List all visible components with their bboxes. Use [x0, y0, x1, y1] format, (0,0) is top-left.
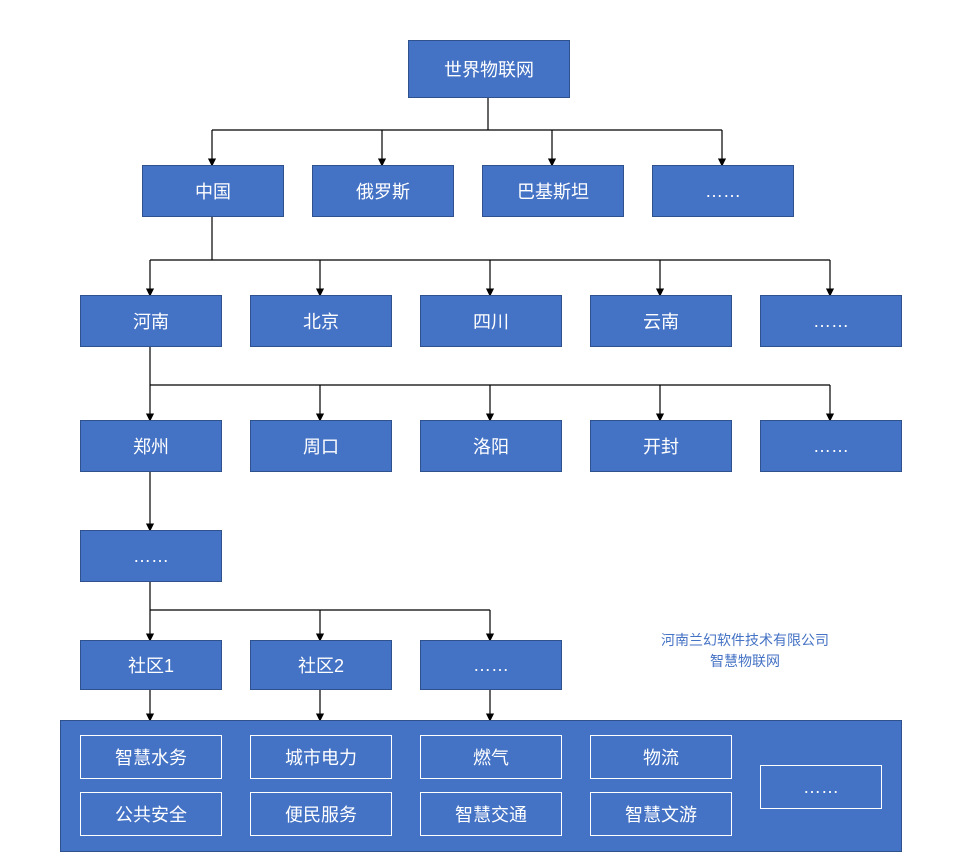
node-luoyang: 洛阳 — [420, 420, 562, 472]
svc-safety: 公共安全 — [80, 792, 222, 836]
svc-power: 城市电力 — [250, 735, 392, 779]
node-l4-more: …… — [80, 530, 222, 582]
node-l3-more: …… — [760, 420, 902, 472]
node-zhoukou: 周口 — [250, 420, 392, 472]
svc-water: 智慧水务 — [80, 735, 222, 779]
company-note: 河南兰幻软件技术有限公司 智慧物联网 — [635, 630, 855, 672]
svc-culture: 智慧文游 — [590, 792, 732, 836]
node-l1-more: …… — [652, 165, 794, 217]
node-root: 世界物联网 — [408, 40, 570, 98]
node-yunnan: 云南 — [590, 295, 732, 347]
node-pakistan: 巴基斯坦 — [482, 165, 624, 217]
svc-logistics: 物流 — [590, 735, 732, 779]
node-community-2: 社区2 — [250, 640, 392, 690]
node-l5-more: …… — [420, 640, 562, 690]
svc-traffic: 智慧交通 — [420, 792, 562, 836]
node-russia: 俄罗斯 — [312, 165, 454, 217]
node-zhengzhou: 郑州 — [80, 420, 222, 472]
node-china: 中国 — [142, 165, 284, 217]
note-line1: 河南兰幻软件技术有限公司 — [661, 632, 829, 648]
node-l2-more: …… — [760, 295, 902, 347]
note-line2: 智慧物联网 — [710, 653, 780, 669]
svc-more: …… — [760, 765, 882, 809]
node-community-1: 社区1 — [80, 640, 222, 690]
svc-convenience: 便民服务 — [250, 792, 392, 836]
node-beijing: 北京 — [250, 295, 392, 347]
node-kaifeng: 开封 — [590, 420, 732, 472]
node-henan: 河南 — [80, 295, 222, 347]
svc-gas: 燃气 — [420, 735, 562, 779]
node-sichuan: 四川 — [420, 295, 562, 347]
